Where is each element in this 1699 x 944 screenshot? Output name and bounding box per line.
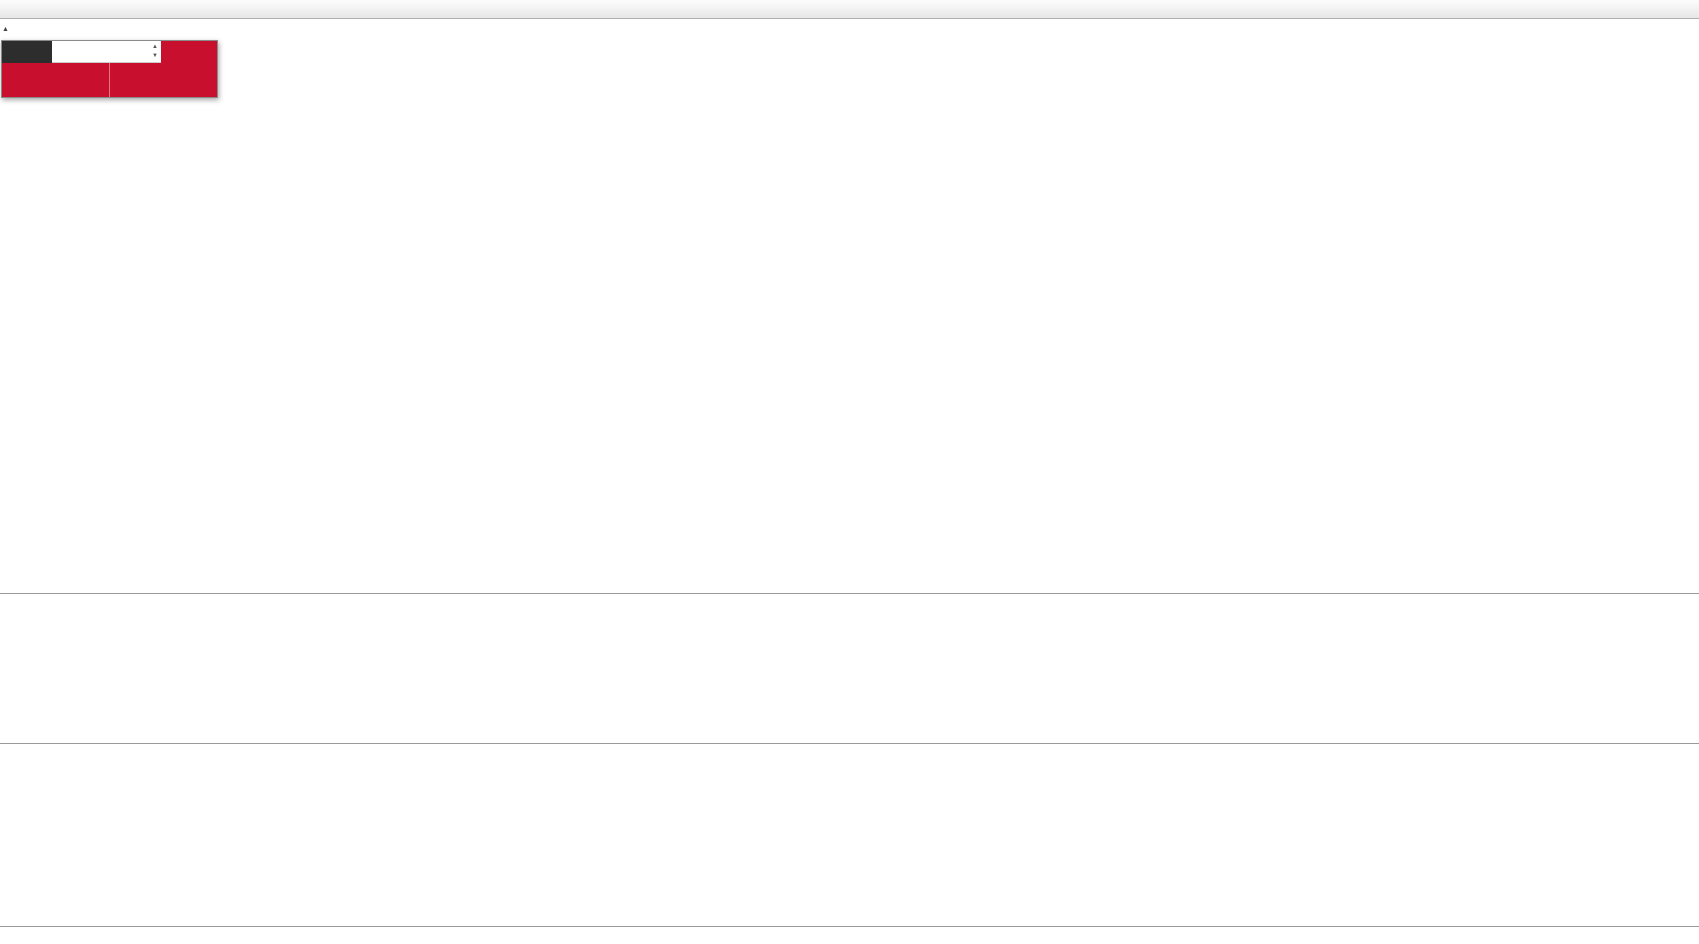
buy-button[interactable] (161, 41, 217, 63)
lot-spinner: ▲ ▼ (152, 43, 158, 61)
buy-price-display[interactable] (109, 63, 217, 97)
price-chart-panel: ▲ ▲ ▼ (0, 19, 1699, 593)
sell-button[interactable] (2, 41, 52, 63)
lot-decrease-button[interactable]: ▼ (152, 53, 158, 59)
one-click-top-row: ▲ ▼ (2, 41, 217, 63)
time-axis (0, 926, 1699, 944)
candlestick-chart (0, 19, 1699, 593)
one-click-trading-panel: ▲ ▼ (1, 40, 218, 98)
rsi-label (3, 747, 7, 758)
macd-chart (0, 594, 1699, 744)
lot-size-input[interactable]: ▲ ▼ (52, 41, 161, 63)
rsi-panel (0, 743, 1699, 926)
toolbar (0, 0, 1699, 19)
one-click-price-row (2, 63, 217, 97)
rsi-chart (0, 744, 1699, 927)
chart-title (12, 23, 19, 35)
macd-label (3, 597, 11, 608)
macd-panel (0, 593, 1699, 743)
one-click-collapse-arrow[interactable]: ▲ (2, 26, 9, 33)
sell-price-display[interactable] (2, 63, 109, 97)
lot-increase-button[interactable]: ▲ (152, 44, 158, 50)
